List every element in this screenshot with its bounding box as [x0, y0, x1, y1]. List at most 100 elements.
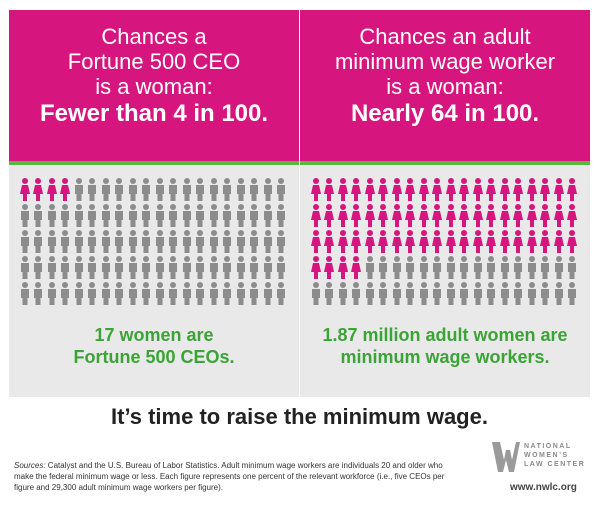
min-wage-person-figure-icon	[486, 178, 496, 201]
ceo-header-text: Chances a Fortune 500 CEO is a woman: Fe…	[9, 24, 299, 129]
min-wage-person-figure-icon	[419, 204, 429, 227]
ceo-person-figure-icon	[156, 230, 164, 253]
ceo-person-figure-icon	[196, 256, 204, 279]
min-wage-person-figure-icon	[365, 204, 375, 227]
ceo-person-figure-icon	[250, 282, 258, 305]
min-wage-person-figure-icon	[405, 230, 415, 253]
min-wage-person-figure-icon	[392, 204, 402, 227]
min-wage-person-figure-icon	[567, 230, 577, 253]
ceo-panel: Chances a Fortune 500 CEO is a woman: Fe…	[9, 10, 299, 397]
min-wage-person-figure-icon	[446, 230, 456, 253]
min-wage-person-figure-icon	[474, 282, 482, 305]
min-wage-header-line-3: is a woman:	[386, 74, 504, 99]
ceo-person-figure-icon	[277, 256, 285, 279]
min-wage-person-figure-icon	[528, 256, 536, 279]
min-wage-person-figure-icon	[459, 178, 469, 201]
ceo-person-figure-icon	[88, 282, 96, 305]
min-wage-person-figure-icon	[419, 230, 429, 253]
sources-label: Sources:	[14, 461, 46, 470]
ceo-person-figure-icon	[210, 282, 218, 305]
min-wage-person-figure-icon	[540, 178, 550, 201]
min-wage-person-figure-icon	[541, 256, 549, 279]
ceo-person-figure-icon	[75, 204, 83, 227]
min-wage-person-figure-icon	[311, 256, 321, 279]
ceo-person-figure-icon	[183, 204, 191, 227]
min-wage-person-figure-icon	[325, 282, 333, 305]
min-wage-person-figure-icon	[500, 178, 510, 201]
ceo-person-figure-icon	[250, 204, 258, 227]
ceo-person-figure-icon	[169, 204, 177, 227]
min-wage-person-figure-icon	[405, 204, 415, 227]
ceo-person-figure-icon	[48, 256, 56, 279]
min-wage-caption-line-1: 1.87 million adult women are	[322, 325, 568, 345]
min-wage-person-figure-icon	[365, 178, 375, 201]
ceo-person-figure-icon	[277, 282, 285, 305]
min-wage-person-figure-icon	[447, 282, 455, 305]
ceo-person-figure-icon	[169, 256, 177, 279]
min-wage-person-figure-icon	[420, 256, 428, 279]
ceo-person-figure-icon	[115, 204, 123, 227]
ceo-person-figure-icon	[102, 178, 110, 201]
min-wage-person-figure-icon	[351, 178, 361, 201]
ceo-person-figure-icon	[34, 282, 42, 305]
min-wage-caption-line-2: minimum wage workers.	[340, 347, 550, 367]
min-wage-person-figure-icon	[419, 178, 429, 201]
min-wage-person-figure-icon	[338, 256, 348, 279]
ceo-person-figure-icon	[237, 256, 245, 279]
min-wage-person-figure-icon	[568, 282, 576, 305]
min-wage-person-figure-icon	[540, 204, 550, 227]
ceo-person-figure-icon	[169, 230, 177, 253]
ceo-person-figure-icon	[75, 256, 83, 279]
min-wage-person-figure-icon	[446, 178, 456, 201]
min-wage-person-figure-icon	[405, 178, 415, 201]
ceo-person-figure-icon	[156, 256, 164, 279]
min-wage-person-figure-icon	[366, 282, 374, 305]
ceo-person-figure-icon	[237, 204, 245, 227]
min-wage-person-figure-icon	[554, 178, 564, 201]
min-wage-person-figure-icon	[528, 282, 536, 305]
ceo-person-figure-icon	[237, 230, 245, 253]
ceo-person-figure-icon	[156, 282, 164, 305]
min-wage-person-figure-icon	[324, 204, 334, 227]
min-wage-person-figure-icon	[487, 256, 495, 279]
ceo-person-figure-icon	[142, 204, 150, 227]
ceo-person-figure-icon	[48, 204, 56, 227]
ceo-person-figure-icon	[142, 230, 150, 253]
ceo-person-figure-icon	[237, 178, 245, 201]
nwlc-logo-text: NATIONAL WOMEN’S LAW CENTER	[524, 442, 585, 469]
min-wage-header-text: Chances an adult minimum wage worker is …	[300, 24, 590, 129]
logo-line-3: LAW CENTER	[524, 461, 586, 468]
min-wage-figure-grid	[311, 178, 577, 305]
min-wage-person-figure-icon	[324, 230, 334, 253]
min-wage-person-figure-icon	[393, 256, 401, 279]
min-wage-person-figure-icon	[406, 256, 414, 279]
min-wage-person-figure-icon	[513, 204, 523, 227]
min-wage-person-figure-icon	[351, 204, 361, 227]
ceo-person-figure-icon	[156, 178, 164, 201]
ceo-person-figure-icon	[115, 230, 123, 253]
ceo-person-figure-icon	[61, 282, 69, 305]
ceo-person-figure-icon	[183, 282, 191, 305]
ceo-person-figure-icon	[210, 256, 218, 279]
ceo-figure-grid	[20, 178, 285, 305]
min-wage-header: Chances an adult minimum wage worker is …	[300, 10, 590, 161]
logo-line-2: WOMEN’S	[524, 452, 569, 459]
min-wage-person-figure-icon	[324, 256, 334, 279]
ceo-person-figure-icon	[34, 230, 42, 253]
ceo-person-figure-icon	[129, 178, 137, 201]
ceo-person-figure-icon	[223, 282, 231, 305]
ceo-person-figure-icon	[277, 178, 285, 201]
ceo-person-figure-icon	[210, 204, 218, 227]
min-wage-person-figure-icon	[500, 230, 510, 253]
website-link[interactable]: www.nwlc.org	[510, 482, 577, 493]
ceo-person-figure-icon	[75, 230, 83, 253]
min-wage-person-figure-icon	[311, 230, 321, 253]
ceo-person-figure-icon	[129, 282, 137, 305]
ceo-person-figure-icon	[61, 230, 69, 253]
ceo-person-figure-icon	[156, 204, 164, 227]
ceo-person-figure-icon	[48, 230, 56, 253]
ceo-person-figure-icon	[250, 230, 258, 253]
ceo-person-figure-icon	[142, 178, 150, 201]
min-wage-person-figure-icon	[555, 256, 563, 279]
min-wage-person-figure-icon	[406, 282, 414, 305]
